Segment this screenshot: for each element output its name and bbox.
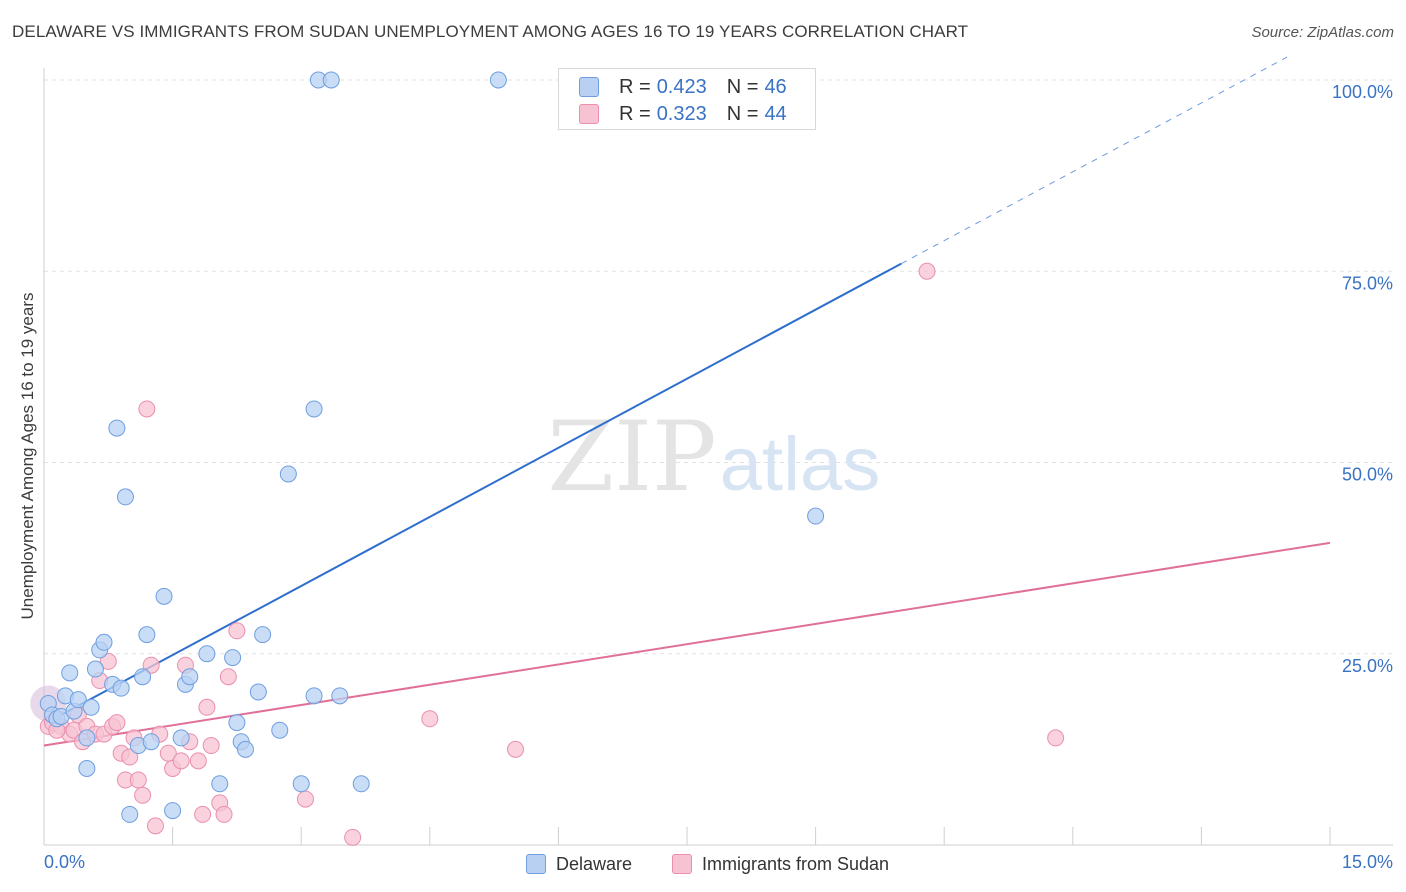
source-label: Source: ZipAtlas.com bbox=[1251, 24, 1394, 41]
legend-swatch-pink bbox=[579, 104, 599, 124]
point-delaware bbox=[305, 687, 323, 705]
point-delaware bbox=[108, 419, 126, 437]
point-sudan bbox=[215, 805, 233, 823]
point-delaware bbox=[352, 775, 370, 793]
watermark: ZIP atlas bbox=[547, 401, 880, 513]
point-sudan bbox=[296, 790, 314, 808]
point-sudan bbox=[121, 748, 139, 766]
x-tick-label: 0.0% bbox=[44, 852, 85, 872]
point-delaware bbox=[292, 775, 310, 793]
point-delaware bbox=[78, 760, 96, 777]
point-delaware bbox=[164, 802, 182, 820]
point-delaware bbox=[224, 649, 242, 667]
point-sudan bbox=[172, 752, 190, 770]
point-delaware bbox=[807, 507, 825, 525]
point-delaware bbox=[228, 714, 246, 732]
point-delaware bbox=[172, 729, 190, 747]
chart-title: DELAWARE VS IMMIGRANTS FROM SUDAN UNEMPL… bbox=[12, 22, 969, 41]
point-delaware bbox=[86, 660, 104, 678]
point-sudan bbox=[198, 698, 216, 716]
trend-line-delaware bbox=[43, 262, 902, 726]
legend-row-sudan: R = 0.323 N = 44 bbox=[579, 102, 787, 126]
legend-n-value: 44 bbox=[764, 102, 787, 125]
point-sudan bbox=[421, 710, 439, 728]
point-delaware bbox=[134, 668, 152, 686]
point-sudan bbox=[129, 771, 147, 789]
axes bbox=[43, 68, 1393, 846]
point-delaware bbox=[279, 465, 297, 483]
point-delaware bbox=[82, 698, 100, 716]
point-delaware bbox=[121, 805, 139, 823]
y-tick-label: 50.0% bbox=[1342, 465, 1393, 485]
legend-row-delaware: R = 0.423 N = 46 bbox=[579, 75, 787, 99]
point-sudan bbox=[507, 740, 525, 758]
x-tick-label: 15.0% bbox=[1342, 852, 1393, 872]
trend-line-sudan bbox=[43, 541, 1331, 747]
point-delaware bbox=[322, 71, 340, 89]
point-delaware bbox=[489, 71, 507, 89]
trend-line-delaware-extension bbox=[901, 56, 1288, 265]
legend-r-value: 0.423 bbox=[656, 75, 707, 98]
trend-lines bbox=[43, 56, 1331, 747]
point-delaware bbox=[116, 488, 134, 506]
point-delaware bbox=[142, 733, 160, 751]
point-delaware bbox=[181, 668, 199, 686]
bottom-legend-swatch-pink bbox=[672, 854, 692, 874]
point-delaware bbox=[305, 400, 323, 418]
bottom-legend-sudan: Immigrants from Sudan bbox=[672, 852, 889, 876]
point-sudan bbox=[918, 262, 936, 280]
point-delaware bbox=[61, 664, 79, 682]
y-tick-label: 25.0% bbox=[1342, 656, 1393, 676]
point-sudan bbox=[202, 737, 220, 755]
y-axis-label: Unemployment Among Ages 16 to 19 years bbox=[18, 292, 37, 620]
point-delaware bbox=[331, 687, 349, 705]
point-delaware bbox=[155, 587, 173, 605]
legend-r-label: R = bbox=[619, 102, 651, 125]
tick-labels: 25.0% 50.0% 75.0% 100.0% 0.0% 15.0% bbox=[44, 82, 1393, 872]
correlation-legend: R = 0.423 N = 46 R = 0.323 N = 44 bbox=[558, 68, 816, 130]
point-delaware bbox=[138, 626, 156, 644]
point-delaware bbox=[249, 683, 267, 701]
point-delaware bbox=[236, 740, 254, 758]
bottom-legend-swatch-blue bbox=[526, 854, 546, 874]
point-delaware bbox=[112, 679, 130, 697]
point-sudan bbox=[194, 805, 212, 823]
point-delaware bbox=[198, 645, 216, 663]
data-points bbox=[30, 71, 1065, 846]
point-sudan bbox=[146, 817, 164, 835]
point-sudan bbox=[1047, 729, 1065, 747]
point-sudan bbox=[219, 668, 237, 686]
point-delaware bbox=[254, 626, 272, 644]
point-sudan bbox=[138, 400, 156, 418]
point-delaware bbox=[271, 721, 289, 739]
bottom-legend-label: Delaware bbox=[556, 853, 633, 874]
point-sudan bbox=[108, 714, 126, 732]
point-sudan bbox=[99, 652, 117, 670]
point-sudan bbox=[344, 828, 362, 846]
point-delaware bbox=[95, 633, 113, 651]
grid-lines bbox=[44, 79, 1393, 655]
point-delaware bbox=[78, 729, 96, 747]
legend-r-label: R = bbox=[619, 75, 651, 98]
point-delaware bbox=[211, 775, 229, 793]
watermark-zip: ZIP bbox=[547, 401, 716, 513]
legend-n-label: N = bbox=[726, 102, 759, 125]
legend-n-value: 46 bbox=[764, 75, 787, 98]
watermark-atlas: atlas bbox=[720, 422, 881, 507]
point-sudan bbox=[142, 656, 160, 674]
y-tick-label: 100.0% bbox=[1332, 82, 1393, 102]
legend-n-label: N = bbox=[726, 75, 759, 98]
y-tick-label: 75.0% bbox=[1342, 273, 1393, 293]
point-sudan bbox=[134, 786, 152, 804]
bottom-legend-delaware: Delaware bbox=[526, 852, 632, 876]
legend-swatch-blue bbox=[579, 77, 599, 97]
point-delaware bbox=[69, 691, 87, 709]
point-sudan bbox=[228, 622, 246, 640]
legend-r-value: 0.323 bbox=[656, 102, 707, 125]
point-sudan bbox=[189, 752, 207, 770]
bottom-legend-label: Immigrants from Sudan bbox=[702, 853, 890, 874]
